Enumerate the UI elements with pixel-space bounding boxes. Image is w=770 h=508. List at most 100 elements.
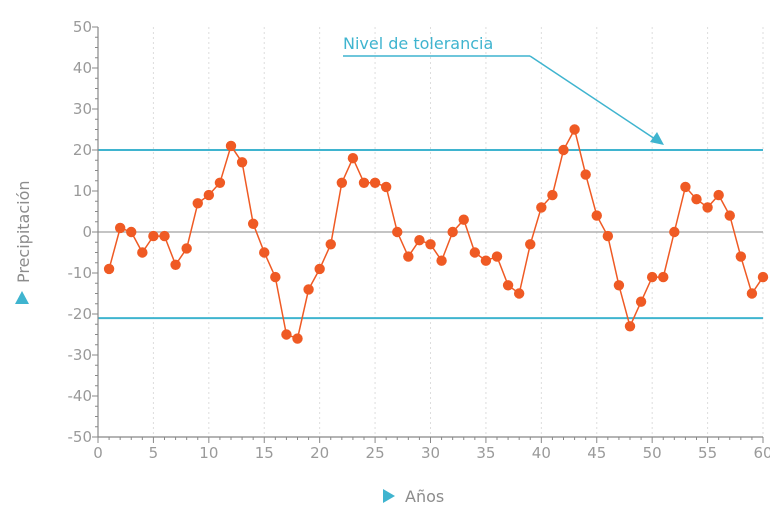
data-point — [691, 194, 702, 205]
data-point — [757, 271, 769, 283]
data-point — [114, 222, 126, 234]
y-axis-title-group: Precipitación — [14, 180, 33, 304]
data-point — [735, 251, 747, 262]
data-point — [292, 333, 303, 344]
data-point — [380, 181, 392, 193]
data-point — [159, 230, 170, 242]
data-point — [680, 181, 691, 193]
data-point — [358, 177, 370, 188]
y-tick-label: 40 — [73, 59, 92, 77]
y-tick-label: 30 — [73, 100, 92, 118]
data-point — [480, 255, 492, 266]
data-point — [148, 230, 159, 242]
y-axis-arrow-icon — [15, 291, 29, 304]
x-tick-label: 30 — [421, 444, 440, 462]
x-tick-label: 60 — [753, 444, 770, 462]
annotation-group: Nivel de tolerancia — [343, 34, 664, 145]
data-point — [270, 271, 281, 283]
data-point — [369, 177, 381, 188]
x-tick-label: 5 — [149, 444, 159, 462]
annotation-leader — [529, 55, 656, 140]
data-point — [591, 210, 602, 221]
data-point — [547, 189, 558, 201]
data-point — [203, 189, 215, 201]
x-tick-label: 45 — [587, 444, 606, 462]
x-tick-label: 55 — [698, 444, 717, 462]
data-point — [103, 263, 115, 275]
data-point — [513, 288, 525, 299]
data-point — [403, 251, 414, 262]
data-point — [414, 235, 425, 246]
data-point — [247, 218, 259, 229]
data-point — [646, 271, 658, 283]
x-tick-label: 0 — [93, 444, 103, 462]
data-point — [259, 247, 270, 258]
y-tick-label: -30 — [68, 346, 93, 364]
y-axis-title: Precipitación — [14, 180, 33, 283]
data-point — [192, 198, 203, 209]
y-tick-label: -20 — [68, 305, 93, 323]
y-tick-label: 50 — [73, 18, 92, 36]
data-point — [658, 271, 669, 283]
data-point — [325, 239, 336, 250]
x-axis-title-group: Años — [383, 487, 444, 506]
data-point — [569, 124, 580, 135]
data-point — [181, 243, 192, 254]
y-tick-label: 0 — [82, 223, 92, 241]
data-point — [491, 251, 503, 262]
reference-lines — [98, 149, 763, 320]
x-tick-label: 10 — [199, 444, 218, 462]
data-point — [602, 230, 614, 242]
axes — [92, 26, 764, 443]
x-tick-label: 35 — [476, 444, 495, 462]
data-point — [580, 169, 591, 180]
data-point — [126, 226, 137, 238]
data-point — [613, 280, 625, 291]
data-point — [303, 284, 314, 295]
x-tick-label: 40 — [532, 444, 551, 462]
data-point — [635, 296, 647, 307]
data-point — [392, 226, 403, 238]
y-tick-label: -40 — [68, 387, 93, 405]
data-point — [436, 255, 447, 266]
data-point — [281, 329, 292, 340]
annotation-arrowhead — [650, 132, 664, 145]
data-point — [347, 153, 359, 164]
series-line — [108, 127, 764, 340]
data-point — [702, 202, 713, 213]
data-point — [425, 239, 436, 250]
data-point — [137, 247, 148, 258]
x-tick-label: 20 — [310, 444, 329, 462]
series-group — [103, 124, 769, 344]
data-point — [170, 259, 181, 270]
x-tick-label: 25 — [366, 444, 385, 462]
y-tick-label: 10 — [73, 182, 92, 200]
data-point — [525, 239, 536, 250]
data-point — [713, 189, 724, 201]
x-tick-label: 15 — [255, 444, 274, 462]
data-point — [502, 280, 514, 291]
x-tick-label: 50 — [643, 444, 662, 462]
x-axis-title: Años — [405, 487, 444, 506]
y-tick-label: -50 — [68, 428, 93, 446]
data-point — [214, 177, 226, 188]
data-point — [469, 247, 481, 258]
data-point — [536, 202, 547, 213]
data-point — [724, 210, 735, 221]
data-point — [746, 288, 758, 299]
data-point — [624, 321, 636, 332]
data-point — [336, 177, 348, 188]
y-tick-label: 20 — [73, 141, 92, 159]
data-point — [225, 140, 237, 152]
x-axis-arrow-icon — [383, 489, 395, 503]
data-point — [314, 263, 325, 275]
tolerance-annotation: Nivel de tolerancia — [343, 34, 493, 53]
data-point — [558, 144, 569, 156]
data-point — [669, 226, 680, 238]
data-point — [236, 157, 248, 168]
data-point — [458, 214, 469, 225]
data-point — [447, 226, 458, 238]
y-tick-label: -10 — [68, 264, 93, 282]
